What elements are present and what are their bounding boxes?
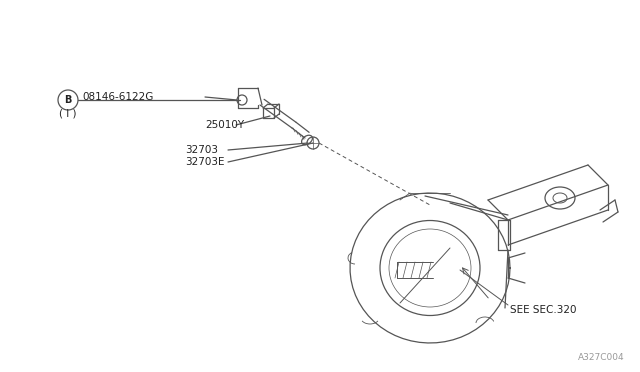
- Text: 32703: 32703: [185, 145, 218, 155]
- Text: A327C004: A327C004: [579, 353, 625, 362]
- Text: 25010Y: 25010Y: [205, 120, 244, 130]
- Text: ( l ): ( l ): [60, 108, 77, 118]
- Text: 32703E: 32703E: [185, 157, 225, 167]
- Text: 08146-6122G: 08146-6122G: [82, 92, 154, 102]
- Text: B: B: [64, 95, 72, 105]
- Text: SEE SEC.320: SEE SEC.320: [510, 305, 577, 315]
